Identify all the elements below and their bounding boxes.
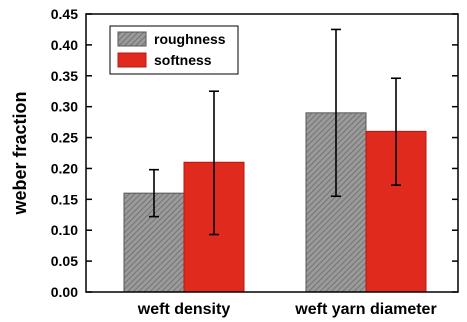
legend-swatch-softness	[117, 52, 147, 68]
plot-frame	[85, 13, 459, 293]
y-tick-label: 0.30	[51, 99, 78, 115]
y-tick-label: 0.15	[51, 191, 78, 207]
x-category-label: weft yarn diameter	[294, 301, 436, 318]
legend-swatch-roughness	[117, 31, 147, 47]
y-tick-label: 0.25	[51, 130, 78, 146]
legend-label-softness: softness	[154, 52, 212, 68]
y-tick-label: 0.45	[51, 6, 78, 22]
y-tick-label: 0.40	[51, 37, 78, 53]
y-tick-label: 0.10	[51, 222, 78, 238]
y-tick-label: 0.35	[51, 68, 78, 84]
y-tick-label: 0.05	[51, 253, 78, 269]
legend: roughness softness	[109, 25, 239, 75]
x-category-label: weft density	[137, 301, 231, 318]
legend-label-roughness: roughness	[154, 31, 226, 47]
y-tick-label: 0.00	[51, 284, 78, 300]
y-tick-label: 0.20	[51, 160, 78, 176]
y-axis-title: weber fraction	[10, 91, 30, 215]
